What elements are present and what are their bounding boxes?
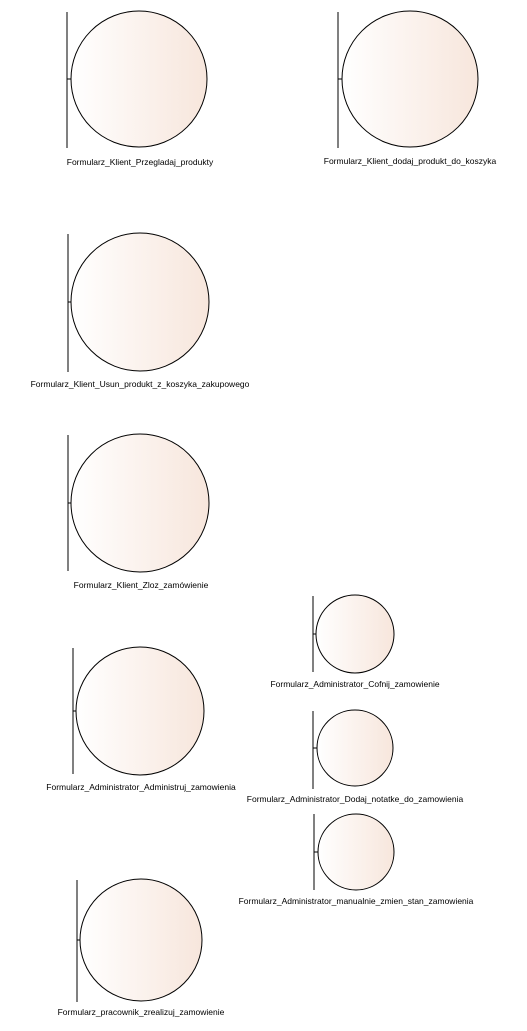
boundary-label: Formularz_Klient_Zloz_zamówienie bbox=[73, 580, 209, 590]
boundary-administrator-zmien-stan[interactable] bbox=[310, 813, 400, 892]
boundary-klient-zloz-zamowienie[interactable] bbox=[63, 433, 213, 573]
boundary-label: Formularz_Administrator_Cofnij_zamowieni… bbox=[270, 679, 440, 689]
boundary-klient-usun-produkt[interactable] bbox=[63, 232, 213, 372]
boundary-klient-przegladaj-produkty[interactable] bbox=[62, 10, 212, 148]
boundary-label: Formularz_Administrator_Dodaj_notatke_do… bbox=[246, 794, 464, 804]
boundary-label: Formularz_Klient_dodaj_produkt_do_koszyk… bbox=[323, 156, 497, 166]
boundary-label: Formularz_Klient_Przegladaj_produkty bbox=[66, 157, 214, 167]
boundary-administrator-cofnij[interactable] bbox=[309, 594, 399, 674]
boundary-label: Formularz_Klient_Usun_produkt_z_koszyka_… bbox=[30, 379, 250, 389]
boundary-label: Formularz_pracownik_zrealizuj_zamowienie bbox=[57, 1007, 225, 1017]
boundary-administrator-administruj[interactable] bbox=[68, 646, 208, 778]
boundary-administrator-dodaj-notatke[interactable] bbox=[309, 709, 399, 791]
boundary-label: Formularz_Administrator_manualnie_zmien_… bbox=[238, 896, 474, 906]
boundary-pracownik-zrealizuj[interactable] bbox=[72, 878, 212, 1005]
boundary-klient-dodaj-produkt-do-koszyka[interactable] bbox=[333, 10, 483, 148]
boundary-label: Formularz_Administrator_Administruj_zamo… bbox=[46, 782, 236, 792]
